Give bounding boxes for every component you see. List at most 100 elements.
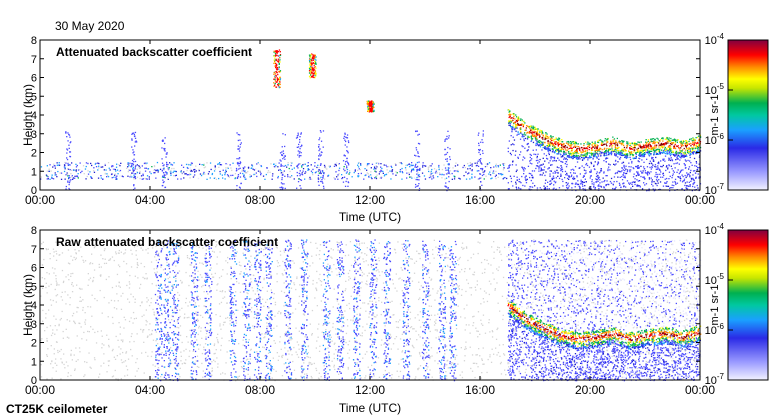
heatmap-cell: [640, 141, 642, 143]
heatmap-cell: [556, 166, 558, 168]
heatmap-cell: [537, 134, 539, 136]
heatmap-cell: [111, 166, 113, 168]
heatmap-cell: [521, 166, 523, 168]
heatmap-cell: [375, 171, 377, 173]
heatmap-cell: [623, 167, 626, 169]
heatmap-cell: [131, 132, 134, 134]
heatmap-cell: [164, 174, 166, 176]
heatmap-cell: [46, 175, 48, 177]
heatmap-cell: [530, 173, 532, 175]
heatmap-cell: [357, 173, 360, 175]
heatmap-cell: [495, 163, 497, 165]
heatmap-cell: [644, 144, 646, 146]
heatmap-cell: [373, 110, 375, 112]
heatmap-cell: [479, 148, 481, 151]
heatmap-cell: [580, 179, 582, 181]
heatmap-cell: [600, 148, 602, 150]
heatmap-cell: [591, 144, 593, 146]
heatmap-cell: [370, 309, 373, 311]
heatmap-cell: [411, 177, 413, 179]
heatmap-cell: [438, 172, 441, 174]
heatmap-cell: [676, 171, 678, 173]
heatmap-cell: [228, 176, 230, 178]
heatmap-cell: [509, 152, 512, 154]
heatmap-cell: [546, 157, 548, 160]
heatmap-cell: [698, 176, 700, 178]
heatmap-cell: [610, 141, 612, 143]
heatmap-cell: [189, 376, 192, 378]
heatmap-cell: [416, 169, 418, 171]
heatmap-cell: [591, 149, 593, 151]
heatmap-cell: [654, 147, 656, 150]
heatmap-cell: [536, 134, 538, 136]
heatmap-cell: [513, 114, 515, 116]
heatmap-cell: [314, 72, 317, 75]
heatmap-cell: [671, 174, 674, 177]
heatmap-cell: [667, 168, 669, 170]
heatmap-cell: [270, 163, 272, 165]
y-tick-label: 5: [31, 91, 37, 103]
heatmap-cell: [660, 171, 662, 173]
heatmap-cell: [525, 127, 527, 129]
heatmap-cell: [533, 153, 535, 155]
heatmap-cell: [454, 165, 457, 167]
heatmap-cell: [153, 313, 155, 315]
heatmap-cell: [282, 173, 284, 175]
heatmap-cell: [46, 170, 48, 172]
heatmap-cell: [408, 172, 410, 174]
heatmap-cell: [692, 149, 694, 151]
heatmap-cell: [637, 160, 639, 162]
heatmap-cell: [344, 144, 346, 146]
heatmap-cell: [290, 176, 292, 178]
heatmap-cell: [112, 168, 114, 170]
heatmap-cell: [322, 175, 324, 177]
heatmap-cell: [604, 179, 606, 182]
heatmap-cell: [597, 150, 599, 152]
heatmap-cell: [343, 154, 345, 156]
heatmap-cell: [409, 166, 411, 168]
heatmap-cell: [370, 107, 372, 109]
heatmap-cell: [621, 167, 623, 169]
heatmap-cell: [672, 142, 675, 144]
heatmap-cell: [674, 367, 676, 370]
heatmap-cell: [82, 309, 84, 311]
heatmap-cell: [524, 129, 526, 131]
heatmap-cell: [364, 168, 366, 170]
heatmap-cell: [115, 251, 117, 253]
heatmap-cell: [670, 137, 672, 140]
heatmap-cell: [635, 175, 637, 177]
heatmap-cell: [46, 165, 48, 167]
heatmap-cell: [510, 180, 513, 183]
heatmap-cell: [619, 156, 622, 159]
heatmap-cell: [238, 150, 241, 152]
heatmap-cell: [444, 167, 447, 169]
heatmap-cell: [524, 147, 526, 149]
heatmap-cell: [273, 72, 275, 74]
heatmap-cell: [68, 175, 70, 177]
heatmap-cell: [566, 156, 569, 158]
heatmap-cell: [681, 149, 684, 151]
heatmap-cell: [366, 102, 368, 104]
heatmap-cell: [373, 106, 375, 109]
heatmap-cell: [271, 241, 273, 243]
heatmap-cell: [183, 177, 185, 179]
heatmap-cell: [281, 151, 283, 153]
heatmap-cell: [683, 180, 685, 182]
heatmap-cell: [351, 176, 353, 178]
heatmap-cell: [657, 148, 659, 150]
heatmap-cell: [681, 150, 683, 152]
heatmap-cell: [448, 180, 450, 183]
heatmap-cell: [290, 161, 292, 164]
heatmap-cell: [615, 140, 617, 142]
heatmap-cell: [530, 307, 532, 309]
heatmap-cell: [82, 299, 84, 301]
heatmap-cell: [509, 164, 511, 166]
heatmap-cell: [125, 365, 128, 367]
heatmap-cell: [539, 187, 541, 189]
heatmap-cell: [244, 166, 246, 168]
heatmap-cell: [524, 132, 526, 134]
heatmap-cell: [547, 359, 550, 361]
heatmap-cell: [512, 125, 514, 127]
heatmap-cell: [621, 154, 623, 156]
heatmap-cell: [671, 158, 673, 161]
